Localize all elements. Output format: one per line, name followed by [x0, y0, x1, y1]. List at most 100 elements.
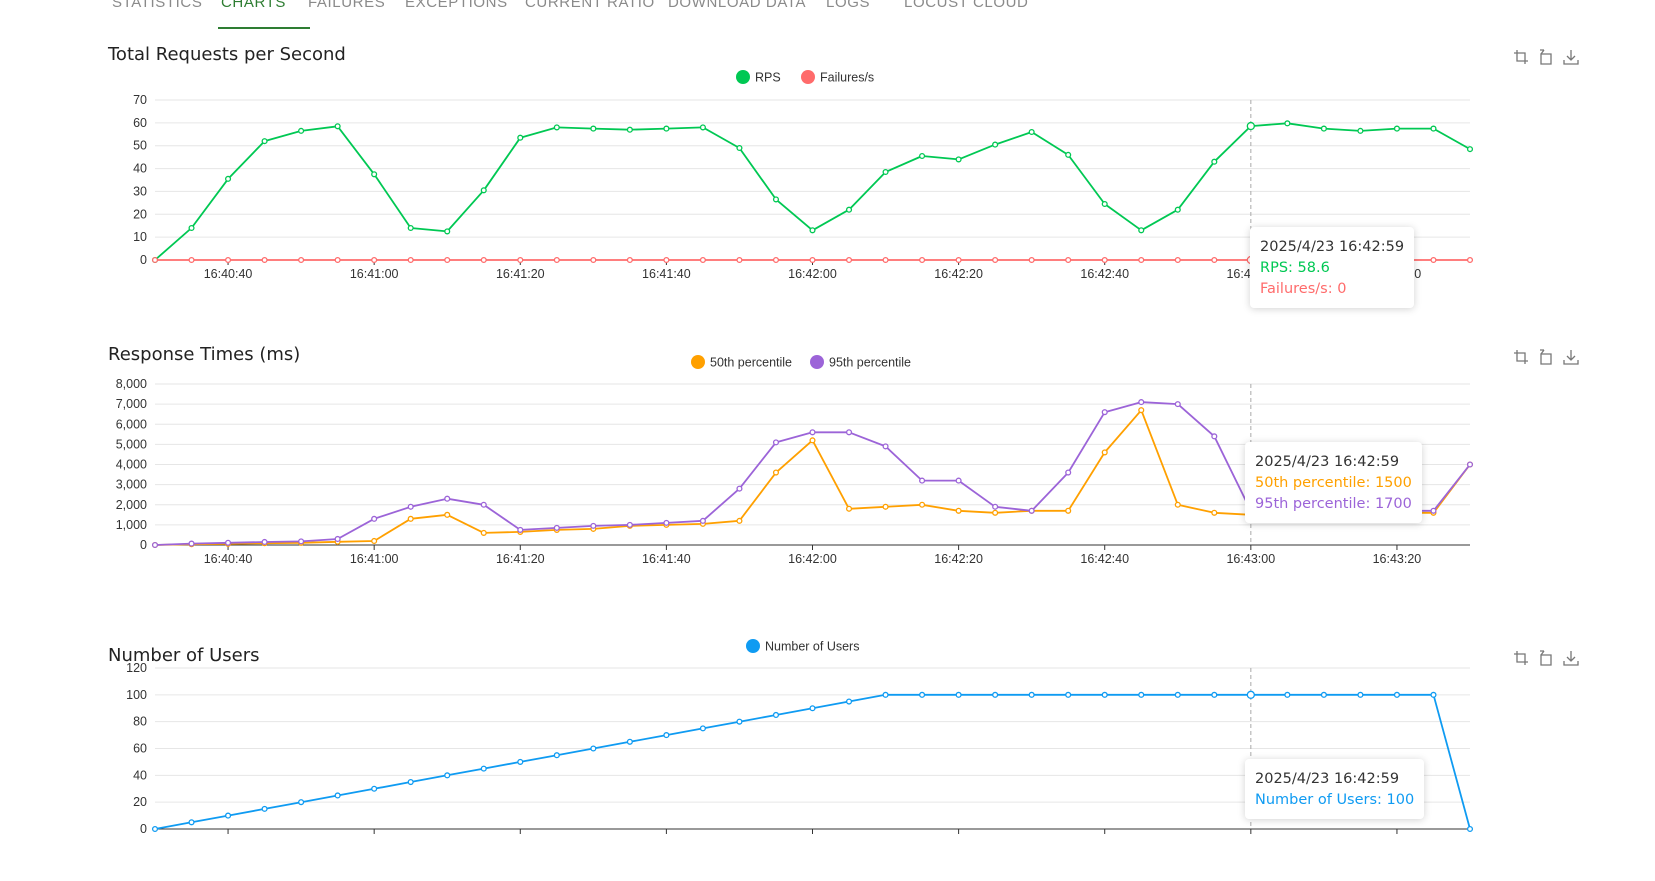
- download-icon[interactable]: [1562, 348, 1580, 366]
- data-point: [1320, 125, 1327, 132]
- data-point: [809, 429, 816, 436]
- data-point: [444, 228, 451, 235]
- data-point: [188, 256, 195, 264]
- data-point: [736, 718, 743, 725]
- data-point: [1065, 151, 1072, 158]
- data-point: [151, 256, 159, 264]
- data-point: [261, 805, 268, 812]
- data-point: [626, 521, 633, 528]
- data-point: [407, 515, 414, 522]
- data-point: [1211, 691, 1218, 698]
- rps-chart[interactable]: 0 10 20 30 40 50 60 70 16:40:40 16:41:00 16:41:20 1…: [0, 40, 1655, 310]
- x-tick-label: 16:41:40: [642, 267, 691, 281]
- data-point: [1028, 507, 1035, 514]
- data-point: [1101, 200, 1108, 208]
- x-tick-label: 16:43:00: [1226, 552, 1275, 566]
- data-point: [590, 125, 597, 132]
- data-point: [626, 738, 633, 745]
- data-point: [517, 758, 524, 765]
- zoom-icon[interactable]: [1512, 48, 1530, 66]
- data-point: [371, 515, 378, 522]
- chart-title: Response Times (ms): [108, 344, 301, 365]
- chart-tooltip: 2025/4/23 16:42:59 Number of Users: 100: [1245, 759, 1425, 819]
- data-point: [663, 519, 670, 526]
- active-tab-indicator: [218, 27, 310, 29]
- data-point: [1138, 691, 1145, 698]
- data-point: [845, 505, 853, 512]
- legend-label: Failures/s: [820, 71, 874, 85]
- data-point: [1357, 127, 1364, 134]
- y-tick-label: 6,000: [116, 417, 147, 431]
- data-point: [1028, 128, 1035, 136]
- tab-exceptions[interactable]: EXCEPTIONS: [405, 0, 508, 11]
- x-tick-label: 16:41:20: [496, 267, 545, 281]
- tooltip-p50: 50th percentile: 1500: [1255, 475, 1412, 491]
- data-point: [480, 765, 487, 772]
- zoom-icon[interactable]: [1512, 348, 1530, 366]
- legend-marker: [801, 70, 815, 84]
- data-point: [736, 144, 743, 152]
- data-point: [663, 125, 670, 132]
- tab-statistics[interactable]: STATISTICS: [112, 0, 203, 11]
- data-point: [1466, 461, 1474, 468]
- y-tick-label: 4,000: [116, 458, 147, 472]
- data-point: [919, 477, 926, 484]
- data-point: [225, 256, 232, 264]
- data-point: [590, 522, 597, 529]
- tab-locust-cloud[interactable]: LOCUST CLOUD: [904, 0, 1029, 11]
- data-point: [992, 141, 999, 148]
- restore-icon[interactable]: [1537, 348, 1555, 366]
- data-point: [371, 785, 378, 792]
- data-point: [772, 711, 780, 719]
- data-point: [955, 477, 962, 484]
- download-icon[interactable]: [1562, 649, 1580, 667]
- data-point: [1101, 691, 1108, 698]
- data-point: [444, 772, 451, 779]
- x-tick-label: 16:42:00: [788, 267, 837, 281]
- data-point: [517, 256, 524, 264]
- data-point: [882, 168, 889, 176]
- data-point: [809, 705, 816, 712]
- data-point: [480, 529, 487, 536]
- tab-charts[interactable]: CHARTS: [221, 0, 286, 11]
- y-tick-label: 7,000: [116, 397, 147, 411]
- restore-icon[interactable]: [1537, 48, 1555, 66]
- tab-download-data[interactable]: DOWNLOAD DATA: [668, 0, 807, 11]
- restore-icon[interactable]: [1537, 649, 1555, 667]
- rps-chart-panel: Total Requests per Second 0 10 20 30 40 50 60 7…: [0, 40, 1655, 310]
- tab-failures[interactable]: FAILURES: [308, 0, 386, 11]
- zoom-icon[interactable]: [1512, 649, 1530, 667]
- response-times-chart-panel: Response Times (ms) 0 1,000 2,000 3,000 4,00…: [0, 340, 1655, 610]
- chart-tooltip: 2025/4/23 16:42:59 50th percentile: 1500…: [1245, 442, 1422, 523]
- data-point: [1174, 206, 1181, 213]
- y-tick-label: 20: [133, 207, 147, 221]
- data-point: [517, 134, 524, 141]
- data-point: [626, 126, 633, 133]
- data-point: [407, 256, 414, 264]
- data-point: [371, 256, 378, 264]
- data-point: [444, 511, 451, 518]
- x-tick-label: 16:43:20: [1373, 552, 1422, 566]
- data-point: [955, 156, 962, 163]
- data-point: [1246, 121, 1255, 131]
- tab-current-ratio[interactable]: CURRENT RATIO: [525, 0, 655, 11]
- data-point: [1174, 401, 1181, 408]
- data-point: [1320, 691, 1327, 698]
- data-point: [590, 256, 597, 264]
- data-point: [919, 256, 926, 264]
- data-point: [151, 541, 159, 549]
- data-point: [1028, 256, 1035, 264]
- data-point: [371, 171, 378, 178]
- y-tick-label: 120: [126, 661, 147, 675]
- download-icon[interactable]: [1562, 48, 1580, 66]
- data-point: [663, 256, 670, 264]
- tab-logs[interactable]: LOGS: [826, 0, 871, 11]
- data-point: [626, 256, 633, 264]
- y-tick-label: 50: [133, 139, 147, 153]
- data-point: [809, 227, 816, 234]
- data-point: [151, 825, 159, 833]
- tooltip-p95: 95th percentile: 1700: [1255, 496, 1412, 512]
- data-point: [1211, 509, 1218, 516]
- data-point: [1466, 256, 1474, 264]
- tooltip-title: 2025/4/23 16:42:59: [1255, 771, 1400, 787]
